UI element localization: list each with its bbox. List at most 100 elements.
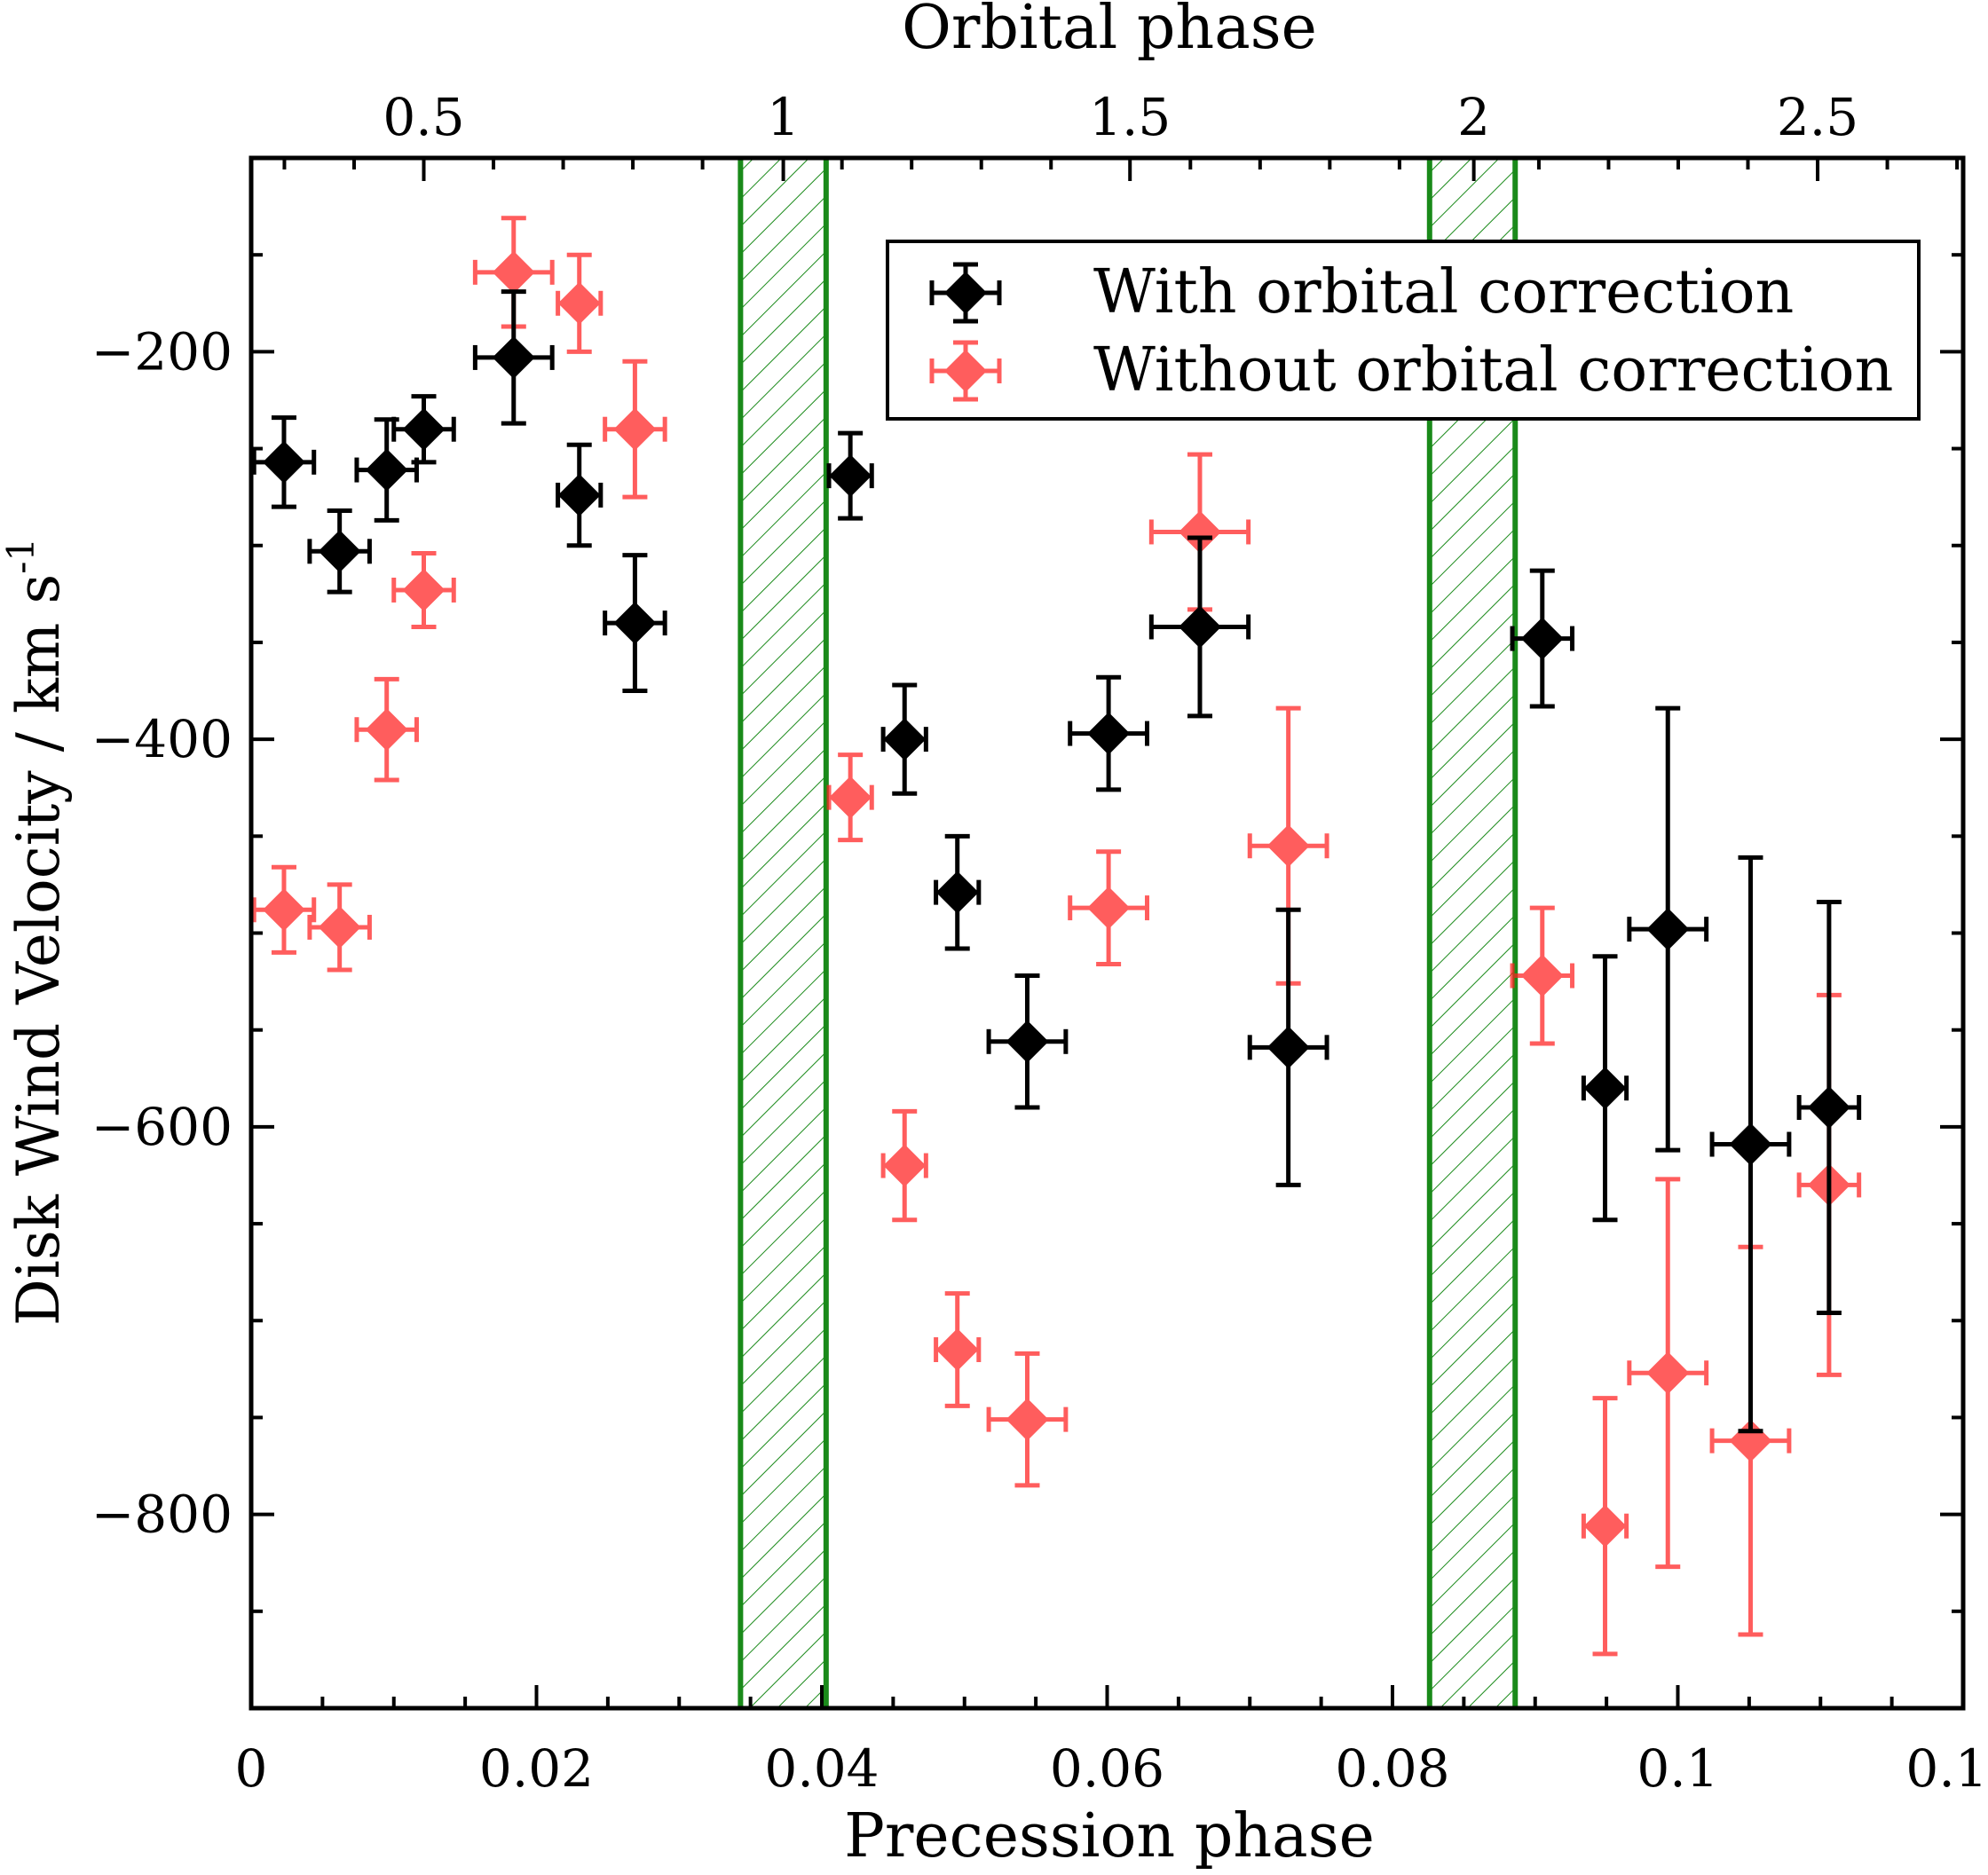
diamond-marker (1583, 1504, 1627, 1548)
legend-marker-with-correction (929, 262, 1002, 324)
diamond-marker (944, 350, 987, 392)
diamond-marker (1178, 605, 1221, 649)
data-point-series-1 (986, 1351, 1069, 1488)
data-point-series-0 (354, 417, 419, 523)
diamond-marker (1583, 1067, 1627, 1110)
diamond-marker (829, 454, 872, 498)
data-series (251, 216, 1862, 1657)
y-tick-label: −600 (91, 1097, 233, 1157)
diamond-marker (1087, 712, 1131, 755)
legend-box (886, 240, 1921, 421)
y-tick-label: −400 (91, 709, 233, 769)
diamond-marker (1520, 617, 1564, 660)
data-point-series-0 (1068, 674, 1150, 792)
diamond-marker (365, 448, 408, 492)
data-point-series-1 (391, 550, 456, 629)
diamond-marker (1729, 1123, 1772, 1166)
top-tick-label: 2.5 (1777, 87, 1858, 147)
diamond-marker (1178, 510, 1221, 554)
diamond-marker (557, 473, 601, 516)
data-point-series-1 (1510, 905, 1575, 1046)
data-point-series-0 (986, 973, 1069, 1110)
data-point-series-1 (1068, 849, 1150, 966)
data-point-series-0 (1627, 705, 1709, 1153)
data-point-series-0 (826, 430, 874, 521)
diamond-marker (262, 888, 305, 932)
data-point-series-0 (307, 508, 372, 595)
x-tick-label: 0 (235, 1738, 268, 1799)
x-tick-label: 0.06 (1050, 1738, 1164, 1799)
data-point-series-1 (1581, 1396, 1629, 1657)
top-tick-label: 2 (1457, 87, 1490, 147)
legend: With orbital correction Without orbital … (886, 240, 1921, 421)
data-point-series-0 (251, 415, 317, 509)
y-axis-title-unit-exponent: -1 (0, 538, 43, 574)
diamond-marker (262, 440, 305, 484)
data-point-series-1 (934, 1291, 982, 1408)
data-point-series-0 (1796, 900, 1862, 1316)
data-point-series-0 (472, 289, 555, 426)
diamond-marker (365, 708, 408, 752)
data-point-series-0 (1581, 954, 1629, 1223)
diamond-marker (613, 407, 657, 451)
data-point-series-0 (603, 553, 667, 694)
top-tick-label: 1 (767, 87, 800, 147)
diamond-marker (944, 272, 987, 314)
diamond-marker (492, 250, 535, 294)
diamond-marker (1266, 824, 1310, 868)
data-point-series-1 (1627, 1177, 1709, 1570)
x-tick-label: 0.04 (764, 1738, 879, 1799)
y-axis-title-main: Disk Wind Velocity / km s (4, 574, 73, 1326)
y-tick-label: −800 (91, 1485, 233, 1545)
diamond-marker (557, 281, 601, 325)
data-point-series-0 (556, 442, 604, 548)
x-tick-label: 0.1 (1637, 1738, 1718, 1799)
diamond-marker (613, 602, 657, 645)
data-point-series-0 (1709, 855, 1792, 1434)
diamond-marker (883, 1144, 927, 1187)
legend-label-with-correction: With orbital correction (1093, 257, 1794, 327)
diamond-marker (1520, 954, 1564, 997)
diamond-marker (1006, 1020, 1049, 1063)
x-tick-label: 0.12 (1905, 1738, 1988, 1799)
legend-label-without-correction: Without orbital correction (1093, 335, 1893, 406)
data-point-series-1 (251, 864, 317, 955)
diamond-marker (402, 568, 446, 611)
diamond-marker (318, 905, 361, 949)
data-point-series-0 (934, 833, 982, 951)
top-tick-label: 0.5 (383, 87, 464, 147)
top-axis-title: Orbital phase (902, 0, 1317, 63)
diamond-marker (1646, 1351, 1690, 1395)
data-point-series-1 (556, 252, 604, 354)
legend-marker-without-correction (929, 340, 1002, 402)
diamond-marker (1006, 1398, 1049, 1441)
x-tick-label: 0.08 (1335, 1738, 1449, 1799)
diamond-marker (318, 530, 361, 573)
x-tick-label: 0.02 (479, 1738, 594, 1799)
data-point-series-0 (1148, 535, 1251, 719)
diamond-marker (402, 407, 446, 451)
diamond-marker (492, 335, 535, 379)
data-point-series-0 (1510, 568, 1575, 709)
data-point-series-1 (307, 882, 372, 973)
diamond-marker (1266, 1026, 1310, 1069)
shaded-region-0-hatch (740, 158, 826, 1708)
data-point-series-1 (880, 1108, 928, 1223)
data-point-series-1 (603, 358, 667, 500)
x-axis-title: Precession phase (844, 1801, 1375, 1871)
y-axis-title: Disk Wind Velocity / km s-1 (0, 538, 73, 1326)
data-point-series-1 (354, 676, 419, 783)
diamond-marker (935, 871, 979, 914)
top-tick-label: 1.5 (1089, 87, 1171, 147)
diamond-marker (1807, 1086, 1850, 1130)
y-tick-label: −200 (91, 321, 233, 382)
data-point-series-0 (880, 682, 928, 796)
plot-frame (248, 155, 1966, 1711)
diamond-marker (1087, 886, 1131, 930)
diamond-marker (883, 718, 927, 761)
data-point-series-0 (1247, 907, 1329, 1187)
data-point-series-1 (826, 752, 874, 843)
data-point-series-0 (391, 394, 456, 465)
diamond-marker (1646, 908, 1690, 951)
